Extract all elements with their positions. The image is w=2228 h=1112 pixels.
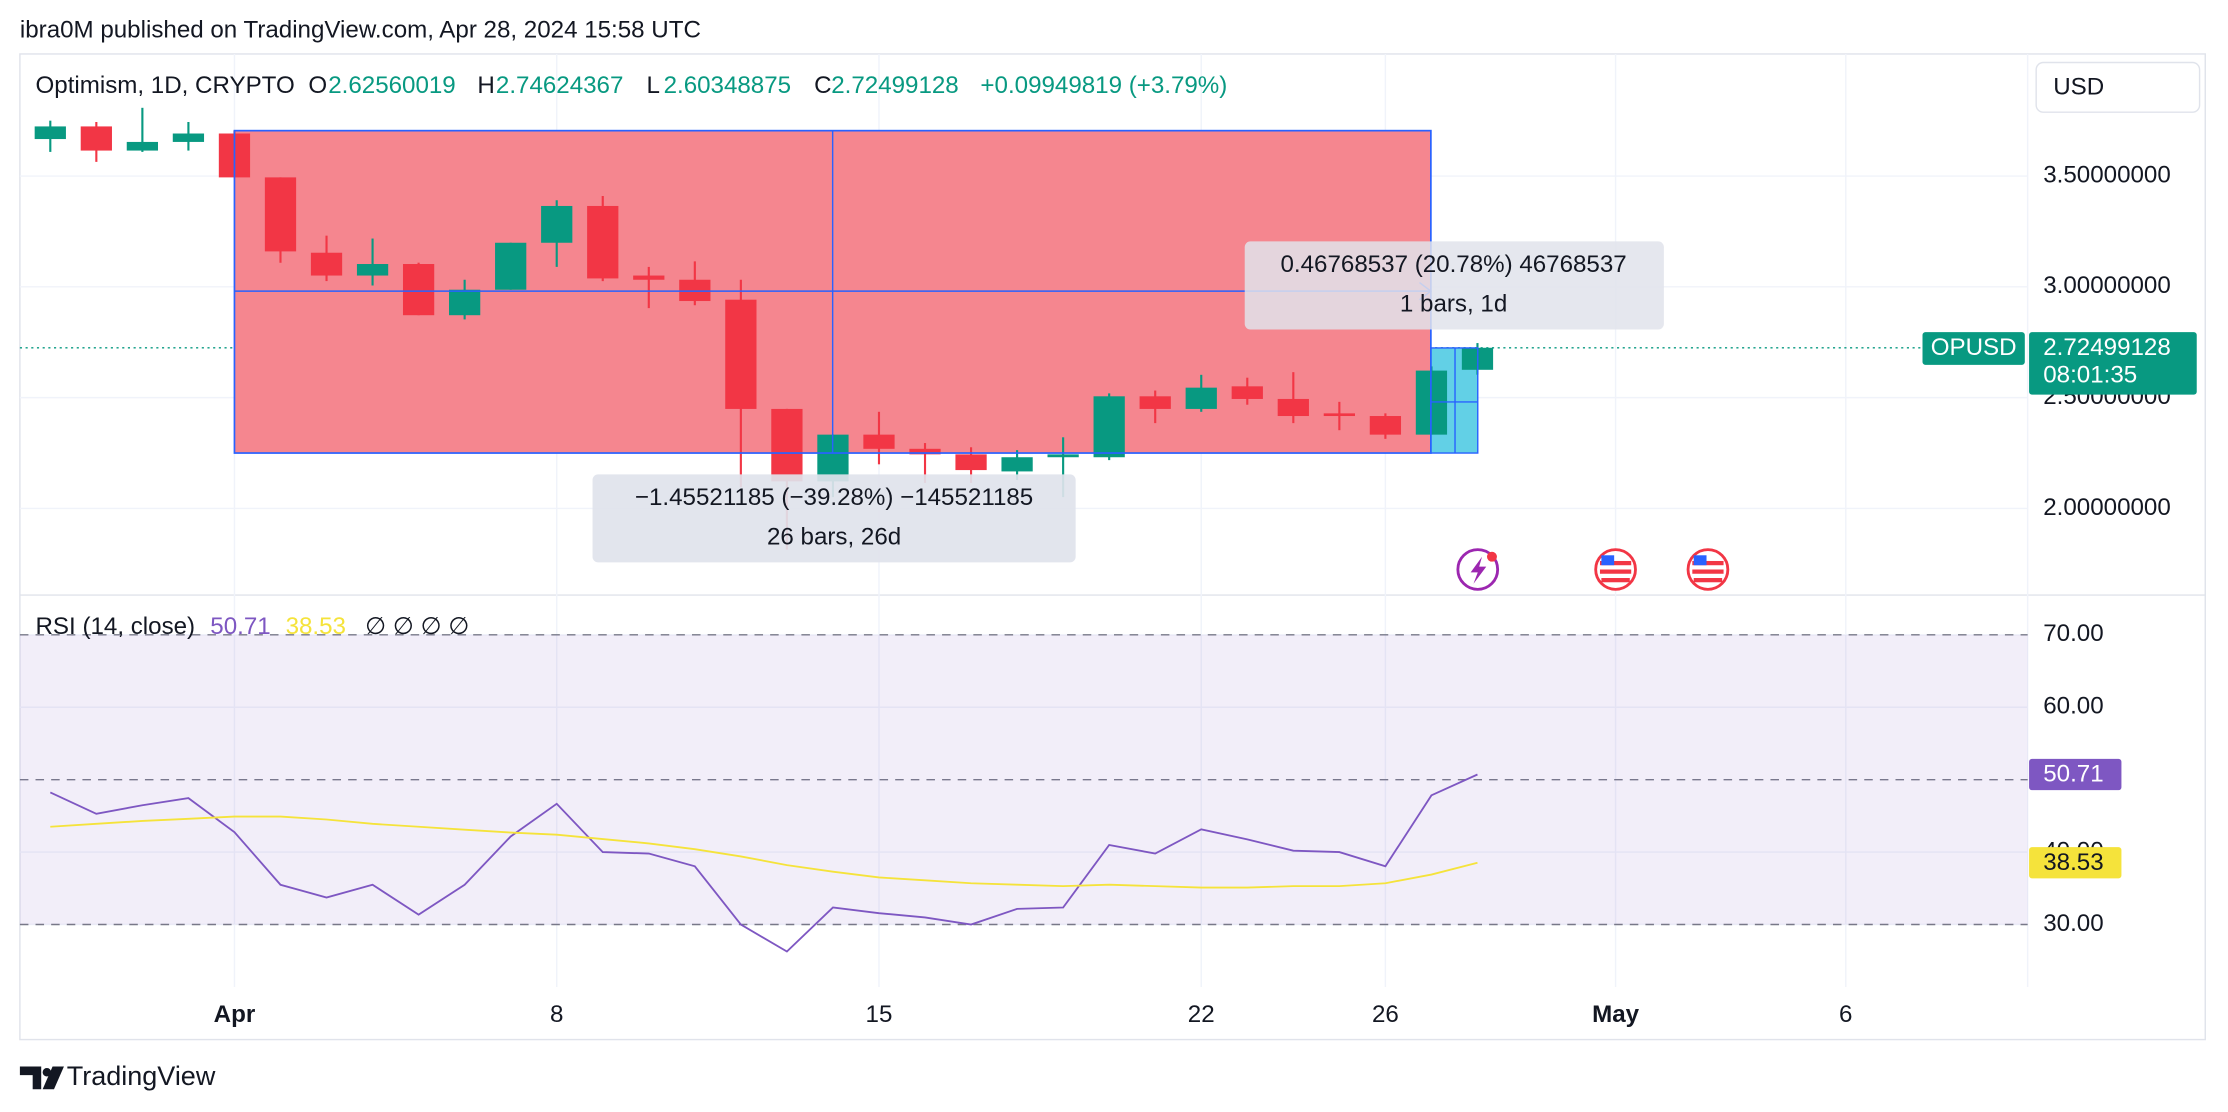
candle-body [679, 279, 711, 302]
y-tick-label: 60.00 [2043, 693, 2103, 720]
measure-label-box [592, 474, 1076, 563]
event-icon[interactable] [1594, 548, 1637, 591]
candle-body [80, 126, 112, 151]
ohlc-value: 2.62560019 [328, 72, 456, 99]
rsi-band [19, 634, 2028, 925]
header: ibra0M published on TradingView.com, Apr… [20, 17, 701, 44]
ohlc-letter: C [814, 72, 831, 99]
x-tick-label: 22 [1188, 1001, 1215, 1028]
candle-body [771, 408, 803, 482]
rsi-value: 50.71 [210, 613, 270, 640]
currency-button[interactable]: USD [2035, 61, 2201, 113]
candle-body [449, 289, 481, 316]
countdown: 08:01:35 [2043, 362, 2137, 389]
value-badge-label: 38.53 [2043, 849, 2103, 876]
event-icon[interactable] [1456, 548, 1500, 591]
candle-body [1231, 386, 1263, 399]
x-tick-label: May [1592, 1001, 1640, 1028]
y-tick-label: 2.00000000 [2043, 494, 2171, 521]
footer: TradingView [67, 1061, 216, 1091]
symbol-badge [1922, 332, 2025, 365]
ohlc-letter: H [477, 72, 494, 99]
measure-label: −1.45521185 (−39.28%) −145521185 [635, 484, 1033, 511]
event-icon[interactable] [1686, 548, 1730, 591]
x-tick-label: 8 [550, 1001, 563, 1028]
rsi-title: RSI (14, close) [36, 613, 196, 640]
measure-label: 26 bars, 26d [767, 524, 901, 551]
currency[interactable]: USD [2053, 73, 2104, 100]
candle-body [1369, 416, 1402, 435]
candle-body [356, 264, 389, 276]
y-tick-label: 3.50000000 [2043, 161, 2171, 188]
candle-body [1185, 387, 1217, 409]
candle-body [1277, 398, 1309, 417]
candle-body [264, 177, 297, 252]
candle-body [541, 205, 573, 243]
candle-body [402, 264, 435, 316]
x-tick-label: Apr [214, 1001, 256, 1028]
x-tick-label: 26 [1372, 1001, 1399, 1028]
rsi-line [50, 815, 1478, 889]
y-tick-label: 3.00000000 [2043, 272, 2171, 299]
measure-label: 0.46768537 (20.78%) 46768537 [1281, 251, 1627, 278]
candle-body [633, 275, 665, 280]
candle-body [34, 126, 66, 140]
change: +0.09949819 (+3.79%) [980, 72, 1227, 99]
value-badge [2029, 758, 2122, 791]
ohlc-letter: L [647, 72, 660, 99]
x-tick-label: 6 [1839, 1001, 1852, 1028]
symbol-title: Optimism, 1D, CRYPTO [36, 72, 295, 99]
candle-body [863, 434, 895, 449]
candle-body [310, 252, 343, 276]
candle-body [909, 448, 941, 455]
value-badge-label: 50.71 [2043, 761, 2103, 788]
symbol-label: OPUSD [1931, 334, 2017, 361]
ohlc-value: 2.74624367 [496, 72, 624, 99]
drawings-over: −1.45521185 (−39.28%) −145521185 26 bars… [233, 129, 1730, 591]
ohlc-letter: O [308, 72, 327, 99]
y-tick-label: 30.00 [2043, 910, 2103, 937]
candle-body [725, 299, 757, 409]
labels: Optimism, 1D, CRYPTO O 2.62560019 H 2.74… [19, 61, 2201, 1091]
candle-body [1001, 457, 1033, 472]
candle-body [955, 454, 987, 471]
price-label: 2.72499128 [2043, 334, 2171, 361]
rsi-ma-value: 38.53 [286, 613, 346, 640]
rsi-line [49, 773, 1478, 953]
candle-body [1093, 396, 1125, 458]
logo [19, 1066, 64, 1090]
y-tick-label: 70.00 [2043, 620, 2103, 647]
candle-body [172, 133, 205, 142]
value-badge [2029, 847, 2122, 879]
frame [19, 53, 2206, 1041]
candle-body [495, 242, 527, 290]
candle-body [1323, 413, 1355, 417]
candle-body [126, 141, 159, 151]
measure-label-box [1244, 241, 1664, 330]
candle-body [587, 205, 619, 279]
rsi-extra: ∅ ∅ ∅ ∅ [365, 613, 469, 640]
price-badge [2029, 332, 2197, 395]
candle-body [1047, 454, 1079, 458]
ohlc-value: 2.60348875 [664, 72, 792, 99]
ohlc-value: 2.72499128 [831, 72, 959, 99]
measure-label: 1 bars, 1d [1400, 291, 1507, 318]
x-tick-label: 15 [866, 1001, 893, 1028]
candle-body [1139, 396, 1171, 409]
